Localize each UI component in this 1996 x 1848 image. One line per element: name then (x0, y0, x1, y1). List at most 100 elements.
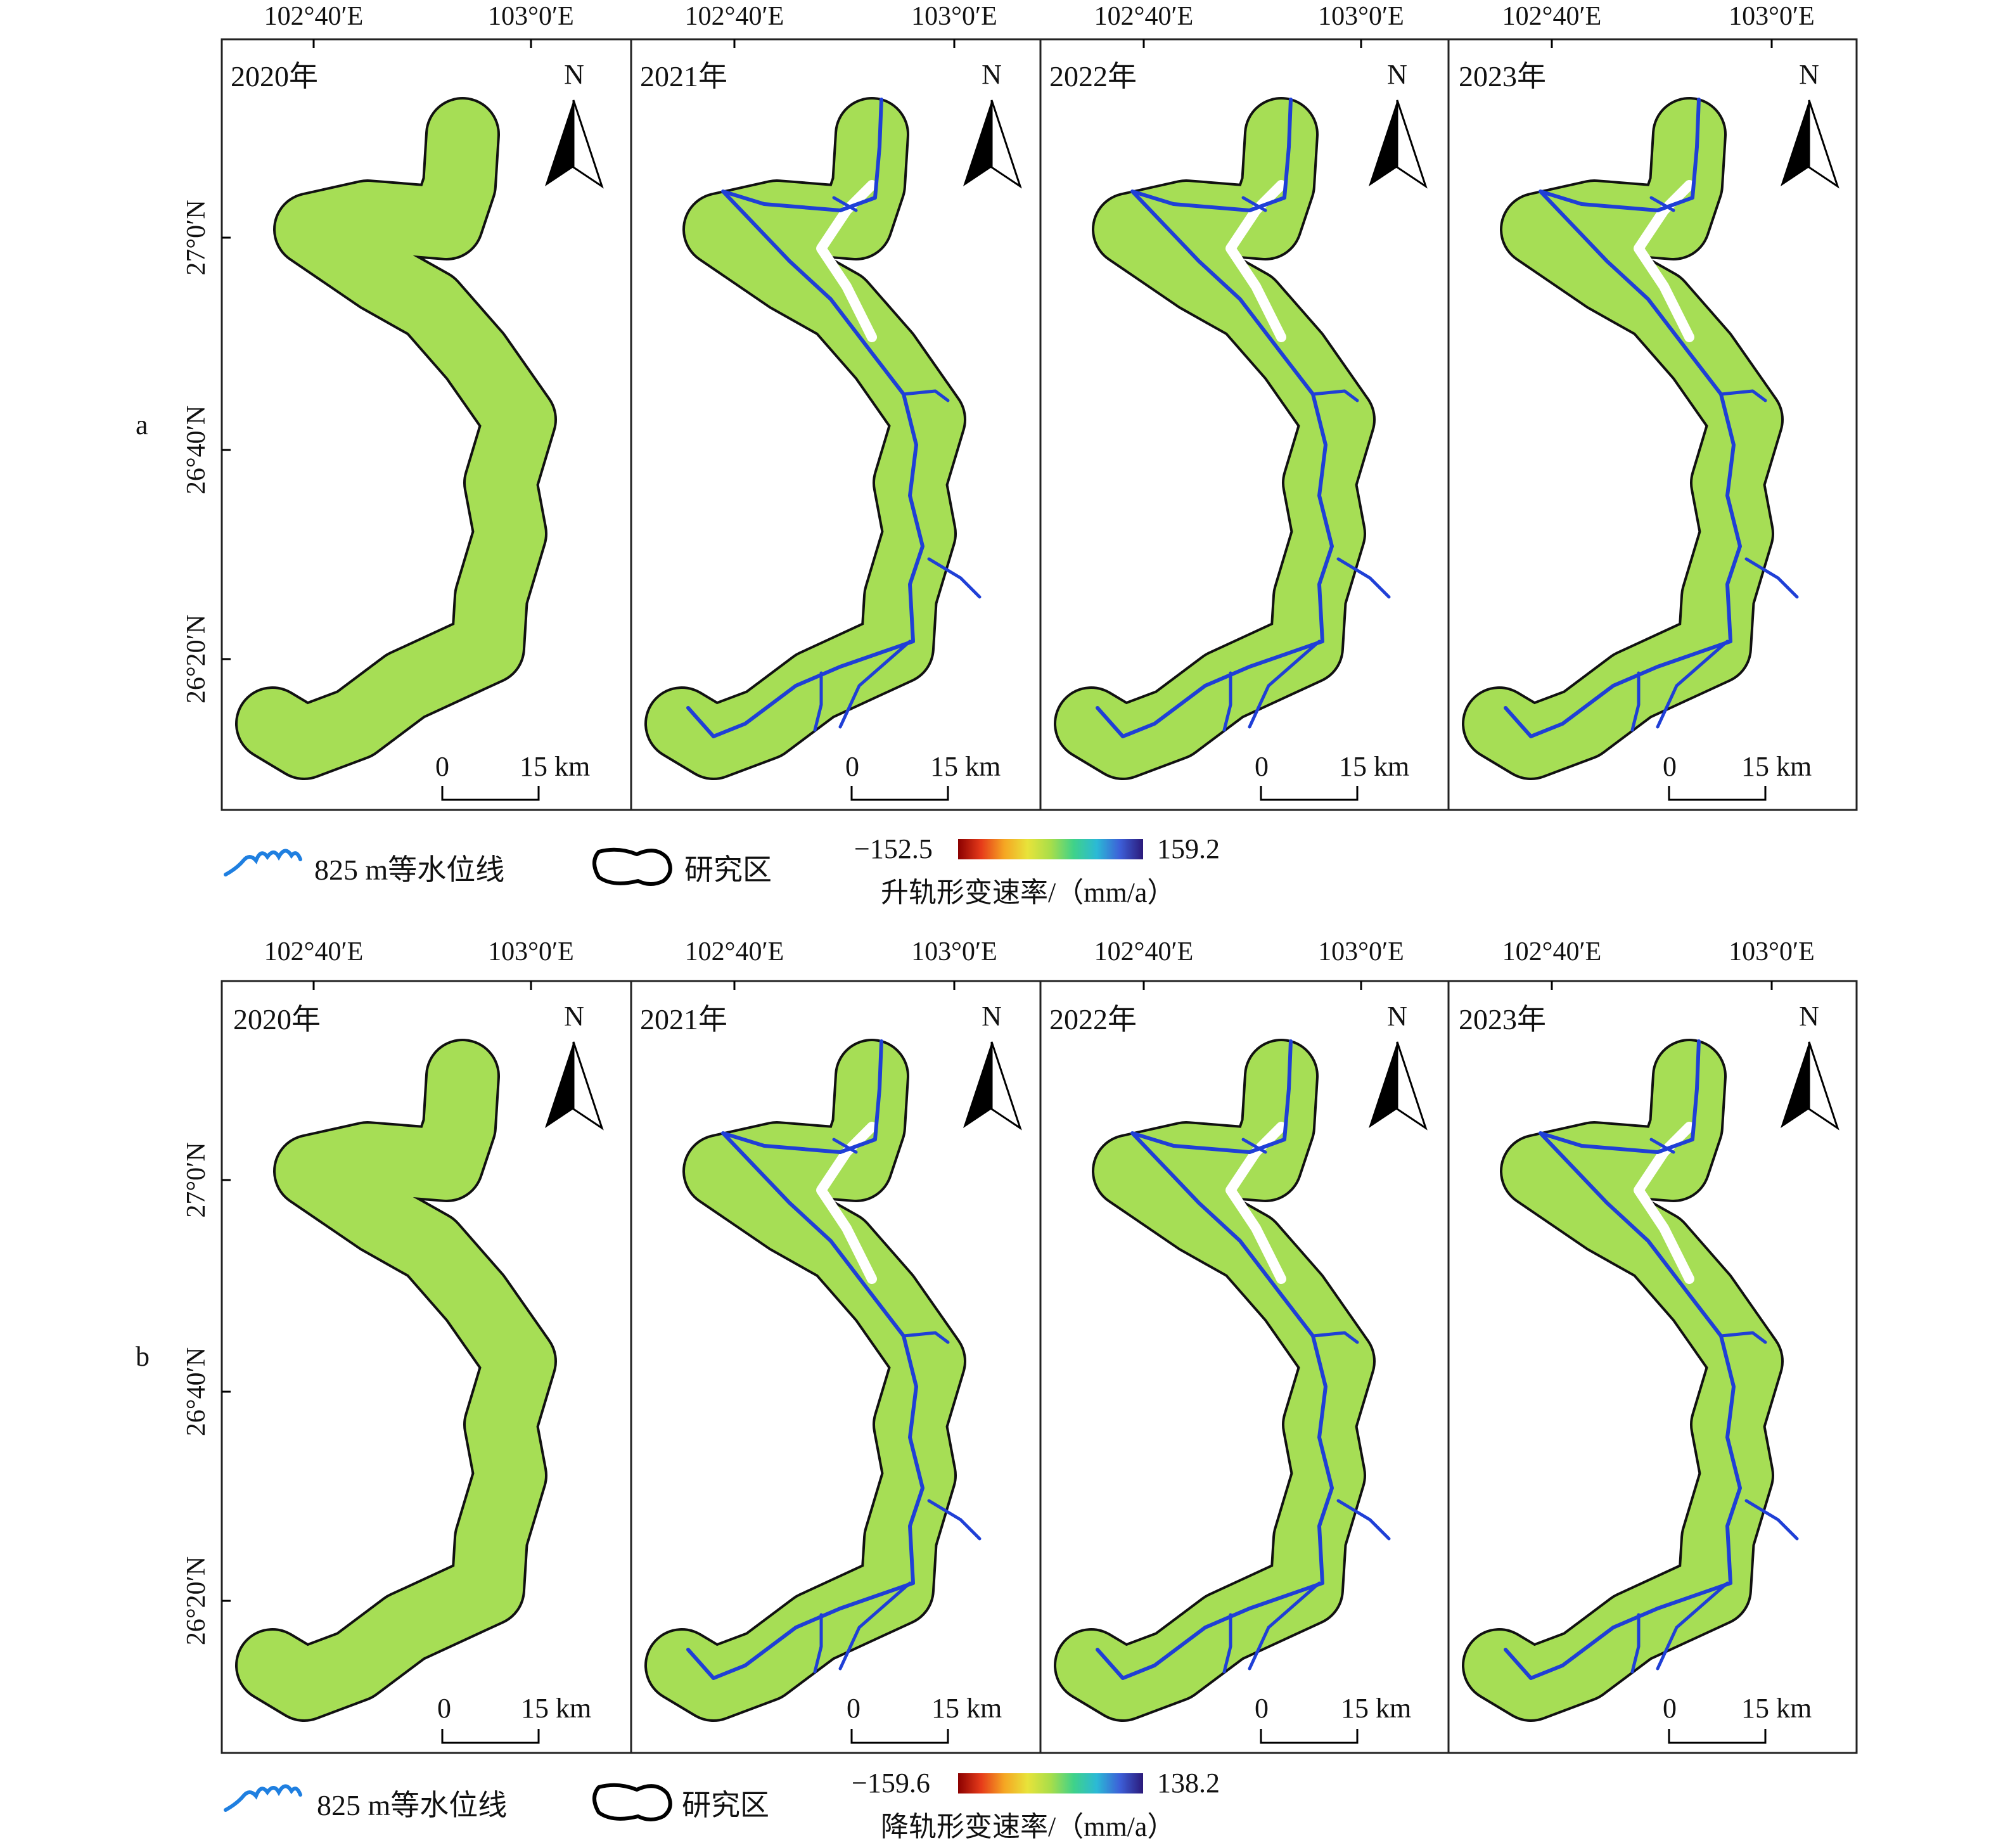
scale-zero: 0 (845, 751, 859, 782)
study-area-legend-label: 研究区 (684, 854, 772, 886)
scale-bar-line (441, 1729, 540, 1744)
scale-zero: 0 (1663, 751, 1677, 782)
north-label: N (982, 59, 1002, 90)
contour-825m-branch (838, 639, 912, 729)
north-label: N (1387, 59, 1407, 90)
section-letter-a: a (136, 409, 148, 440)
scale-end: 15 km (931, 1693, 1002, 1724)
scale-bar-icon (1260, 1729, 1359, 1744)
scale-end: 15 km (521, 1693, 592, 1724)
contour-825m-branch (838, 1581, 912, 1671)
contour-825m-branch (1248, 639, 1321, 729)
scale-bar-line (1668, 1729, 1767, 1744)
year-label-2022: 2022年 (1049, 1003, 1137, 1036)
study-area-region (238, 99, 554, 778)
lon-label: 102°40′E (684, 937, 784, 966)
contour-825m-branch (1649, 1138, 1675, 1154)
colorbar-min: −159.6 (852, 1768, 930, 1799)
scale-end: 15 km (1341, 1693, 1412, 1724)
contour-825m-branch (1336, 557, 1391, 599)
study-area-region (1464, 99, 1781, 778)
study-area-region (238, 1041, 554, 1719)
contour-825m-branch (832, 196, 858, 212)
colorbar (958, 1773, 1143, 1793)
lon-label: 102°40′E (264, 937, 364, 966)
scale-bar-icon (1668, 786, 1767, 801)
contour-825m-branch (927, 1499, 982, 1541)
reservoir-water (1225, 180, 1286, 342)
scale-bar-icon (441, 1729, 540, 1744)
contour-825m-branch (1719, 389, 1767, 402)
scale-zero: 0 (1255, 751, 1269, 782)
north-arrow-right-half (990, 1041, 1022, 1131)
lon-label: 103°0′E (1729, 937, 1815, 966)
contour-825m-branch (813, 671, 823, 732)
contour-legend-icon (224, 1784, 302, 1812)
north-arrow-left-half (545, 100, 573, 186)
scale-bar-line (1668, 786, 1767, 801)
north-arrow-icon (1781, 99, 1839, 189)
lon-label: 103°0′E (488, 937, 574, 966)
reservoir-water (816, 180, 877, 342)
scale-bar-icon (1260, 786, 1359, 801)
scale-zero: 0 (435, 751, 449, 782)
map-panel-frame (1447, 38, 1858, 811)
north-label: N (1799, 1001, 1819, 1032)
north-arrow-icon (545, 99, 604, 189)
year-label-2021: 2021年 (640, 1003, 727, 1036)
scale-zero: 0 (1255, 1693, 1269, 1724)
contour-825m-branch (813, 1613, 823, 1674)
north-arrow-left-half (1369, 100, 1397, 186)
lon-label: 102°40′E (264, 2, 364, 31)
north-label: N (1387, 1001, 1407, 1032)
north-arrow-right-half (990, 99, 1022, 189)
lon-label: 103°0′E (1729, 2, 1815, 31)
year-label-2021: 2021年 (640, 60, 727, 93)
reservoir-water (1225, 1122, 1286, 1284)
contour-825m-branch (1719, 1331, 1767, 1344)
contour-825m-branch (927, 557, 982, 599)
lon-label: 103°0′E (911, 937, 997, 966)
scale-bar-icon (441, 786, 540, 801)
contour-825m-line (1096, 98, 1334, 738)
contour-825m-branch (832, 1138, 858, 1154)
reservoir-water (1634, 1122, 1694, 1284)
study-area-legend-icon (592, 847, 672, 886)
contour-825m-line (686, 1039, 924, 1680)
scale-zero: 0 (1663, 1693, 1677, 1724)
north-arrow-right-half (572, 99, 604, 189)
north-arrow-icon (963, 99, 1022, 189)
scale-end: 15 km (1741, 751, 1812, 782)
study-area-legend-label: 研究区 (682, 1789, 769, 1821)
year-label-2023: 2023年 (1459, 60, 1546, 93)
contour-825m-branch (1656, 1581, 1729, 1671)
year-label-2020: 2020年 (231, 60, 318, 93)
contour-825m-line (686, 98, 924, 738)
contour-legend-label: 825 m等水位线 (317, 1789, 508, 1821)
contour-825m-line (1504, 98, 1742, 738)
scale-bar-line (850, 1729, 949, 1744)
lon-label: 102°40′E (1502, 2, 1602, 31)
lon-label: 103°0′E (488, 2, 574, 31)
scale-zero: 0 (847, 1693, 860, 1724)
north-arrow-icon (1369, 1041, 1428, 1131)
contour-825m-branch (1248, 1581, 1321, 1671)
lon-label: 103°0′E (1318, 937, 1404, 966)
north-label: N (1799, 59, 1819, 90)
north-arrow-right-half (1396, 99, 1428, 189)
north-arrow-left-half (1781, 100, 1809, 186)
study-area-region (1056, 1041, 1373, 1719)
north-arrow-left-half (1369, 1042, 1397, 1128)
contour-825m-branch (1336, 1499, 1391, 1541)
scale-end: 15 km (930, 751, 1001, 782)
scale-bar-icon (850, 1729, 949, 1744)
north-arrow-left-half (1781, 1042, 1809, 1128)
scale-zero: 0 (437, 1693, 451, 1724)
study-area-region (1056, 99, 1373, 778)
colorbar-title: 降轨形变速率/（mm/a） (881, 1811, 1175, 1842)
contour-legend-label: 825 m等水位线 (314, 854, 505, 886)
colorbar-min: −152.5 (854, 833, 933, 864)
contour-825m-branch (1649, 196, 1675, 212)
contour-825m-line (1504, 1039, 1742, 1680)
